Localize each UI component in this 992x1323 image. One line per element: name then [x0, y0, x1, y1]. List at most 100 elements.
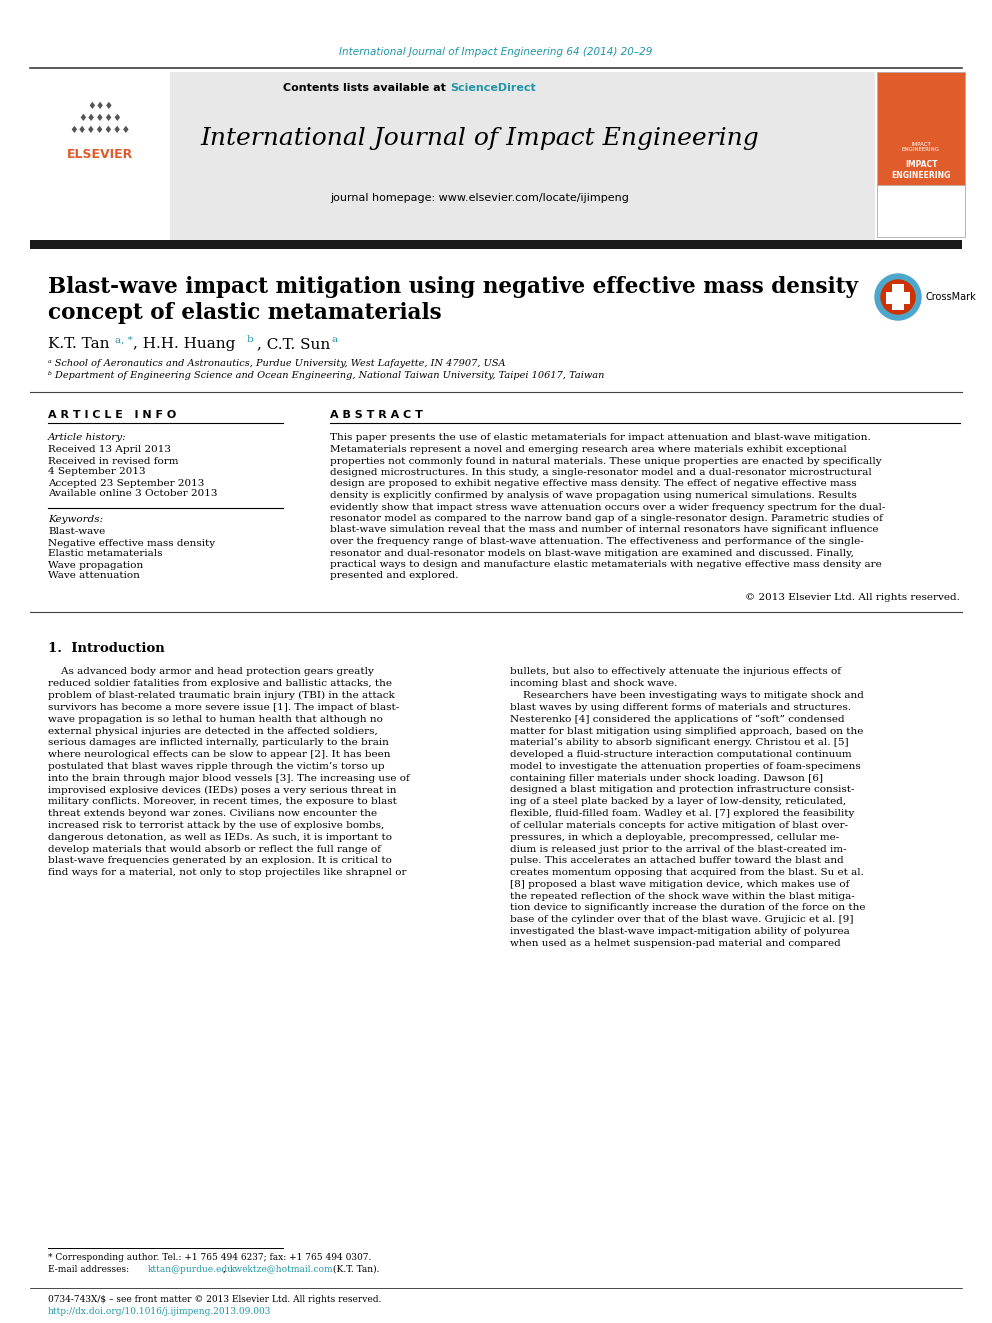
- Text: density is explicitly confirmed by analysis of wave propagation using numerical : density is explicitly confirmed by analy…: [330, 491, 857, 500]
- Text: This paper presents the use of elastic metamaterials for impact attenuation and : This paper presents the use of elastic m…: [330, 434, 871, 442]
- Text: wave propagation is so lethal to human health that although no: wave propagation is so lethal to human h…: [48, 714, 383, 724]
- Text: survivors has become a more severe issue [1]. The impact of blast-: survivors has become a more severe issue…: [48, 703, 399, 712]
- Bar: [30, 239, 962, 249]
- Text: K.T. Tan: K.T. Tan: [48, 337, 109, 351]
- Text: ELSEVIER: ELSEVIER: [66, 148, 133, 161]
- Text: journal homepage: www.elsevier.com/locate/ijimpeng: journal homepage: www.elsevier.com/locat…: [330, 193, 630, 202]
- Text: , C.T. Sun: , C.T. Sun: [257, 337, 330, 351]
- Text: designed a blast mitigation and protection infrastructure consist-: designed a blast mitigation and protecti…: [510, 786, 854, 795]
- Text: ,: ,: [223, 1265, 229, 1274]
- Bar: [35, 71, 170, 239]
- Text: Article history:: Article history:: [48, 434, 127, 442]
- Text: As advanced body armor and head protection gears greatly: As advanced body armor and head protecti…: [48, 668, 374, 676]
- Text: 4 September 2013: 4 September 2013: [48, 467, 146, 476]
- Text: find ways for a material, not only to stop projectiles like shrapnel or: find ways for a material, not only to st…: [48, 868, 407, 877]
- Text: a, *: a, *: [115, 336, 133, 344]
- Bar: [877, 185, 965, 237]
- Text: Available online 3 October 2013: Available online 3 October 2013: [48, 490, 217, 499]
- Text: IMPACT
ENGINEERING: IMPACT ENGINEERING: [892, 160, 950, 180]
- Text: containing filler materials under shock loading. Dawson [6]: containing filler materials under shock …: [510, 774, 823, 783]
- Text: investigated the blast-wave impact-mitigation ability of polyurea: investigated the blast-wave impact-mitig…: [510, 927, 850, 937]
- Text: concept of elastic metamaterials: concept of elastic metamaterials: [48, 302, 441, 324]
- Bar: [886, 292, 910, 304]
- Text: develop materials that would absorb or reflect the full range of: develop materials that would absorb or r…: [48, 844, 381, 853]
- Text: E-mail addresses:: E-mail addresses:: [48, 1265, 132, 1274]
- Text: problem of blast-related traumatic brain injury (TBI) in the attack: problem of blast-related traumatic brain…: [48, 691, 395, 700]
- Text: the repeated reflection of the shock wave within the blast mitiga-: the repeated reflection of the shock wav…: [510, 892, 855, 901]
- Text: blast waves by using different forms of materials and structures.: blast waves by using different forms of …: [510, 703, 851, 712]
- Text: design are proposed to exhibit negative effective mass density. The effect of ne: design are proposed to exhibit negative …: [330, 479, 857, 488]
- Text: , H.H. Huang: , H.H. Huang: [133, 337, 235, 351]
- Text: increased risk to terrorist attack by the use of explosive bombs,: increased risk to terrorist attack by th…: [48, 820, 384, 830]
- Text: IMPACT
ENGINEERING: IMPACT ENGINEERING: [902, 142, 940, 152]
- Text: incoming blast and shock wave.: incoming blast and shock wave.: [510, 679, 678, 688]
- Text: developed a fluid-structure interaction computational continuum: developed a fluid-structure interaction …: [510, 750, 851, 759]
- Text: ScienceDirect: ScienceDirect: [450, 83, 536, 93]
- Text: CrossMark: CrossMark: [925, 292, 976, 302]
- Text: Blast-wave: Blast-wave: [48, 528, 105, 537]
- Text: presented and explored.: presented and explored.: [330, 572, 458, 581]
- Text: postulated that blast waves ripple through the victim’s torso up: postulated that blast waves ripple throu…: [48, 762, 385, 771]
- Text: into the brain through major blood vessels [3]. The increasing use of: into the brain through major blood vesse…: [48, 774, 410, 783]
- Text: Accepted 23 September 2013: Accepted 23 September 2013: [48, 479, 204, 487]
- Bar: [892, 284, 904, 310]
- Text: serious damages are inflicted internally, particularly to the brain: serious damages are inflicted internally…: [48, 738, 389, 747]
- Text: model to investigate the attenuation properties of foam-specimens: model to investigate the attenuation pro…: [510, 762, 861, 771]
- Text: Keywords:: Keywords:: [48, 516, 103, 524]
- Text: when used as a helmet suspension-pad material and compared: when used as a helmet suspension-pad mat…: [510, 939, 841, 947]
- Text: Negative effective mass density: Negative effective mass density: [48, 538, 215, 548]
- Text: blast-wave frequencies generated by an explosion. It is critical to: blast-wave frequencies generated by an e…: [48, 856, 392, 865]
- Text: properties not commonly found in natural materials. These unique properties are : properties not commonly found in natural…: [330, 456, 882, 466]
- Text: pressures, in which a deployable, precompressed, cellular me-: pressures, in which a deployable, precom…: [510, 832, 839, 841]
- Circle shape: [881, 280, 915, 314]
- Text: pulse. This accelerates an attached buffer toward the blast and: pulse. This accelerates an attached buff…: [510, 856, 844, 865]
- Text: [8] proposed a blast wave mitigation device, which makes use of: [8] proposed a blast wave mitigation dev…: [510, 880, 849, 889]
- Text: dium is released just prior to the arrival of the blast-created im-: dium is released just prior to the arriv…: [510, 844, 846, 853]
- Text: a: a: [332, 336, 338, 344]
- Text: Received 13 April 2013: Received 13 April 2013: [48, 446, 171, 455]
- Text: blast-wave simulation reveal that the mass and number of internal resonators hav: blast-wave simulation reveal that the ma…: [330, 525, 879, 534]
- Text: International Journal of Impact Engineering: International Journal of Impact Engineer…: [200, 127, 759, 149]
- Text: improvised explosive devices (IEDs) poses a very serious threat in: improvised explosive devices (IEDs) pose…: [48, 786, 397, 795]
- Text: Nesterenko [4] considered the applications of “soft” condensed: Nesterenko [4] considered the applicatio…: [510, 714, 844, 724]
- Text: bullets, but also to effectively attenuate the injurious effects of: bullets, but also to effectively attenua…: [510, 668, 841, 676]
- Text: © 2013 Elsevier Ltd. All rights reserved.: © 2013 Elsevier Ltd. All rights reserved…: [745, 594, 960, 602]
- Text: designed microstructures. In this study, a single-resonator model and a dual-res: designed microstructures. In this study,…: [330, 468, 872, 478]
- Bar: [35, 71, 875, 239]
- Text: 1.  Introduction: 1. Introduction: [48, 642, 165, 655]
- Text: A R T I C L E   I N F O: A R T I C L E I N F O: [48, 410, 177, 419]
- Text: resonator and dual-resonator models on blast-wave mitigation are examined and di: resonator and dual-resonator models on b…: [330, 549, 854, 557]
- Text: external physical injuries are detected in the affected soldiers,: external physical injuries are detected …: [48, 726, 378, 736]
- Bar: [877, 71, 965, 237]
- Text: military conflicts. Moreover, in recent times, the exposure to blast: military conflicts. Moreover, in recent …: [48, 798, 397, 806]
- Text: ing of a steel plate backed by a layer of low-density, reticulated,: ing of a steel plate backed by a layer o…: [510, 798, 846, 806]
- Text: dangerous detonation, as well as IEDs. As such, it is important to: dangerous detonation, as well as IEDs. A…: [48, 832, 392, 841]
- Text: * Corresponding author. Tel.: +1 765 494 6237; fax: +1 765 494 0307.: * Corresponding author. Tel.: +1 765 494…: [48, 1253, 371, 1262]
- Text: (K.T. Tan).: (K.T. Tan).: [330, 1265, 380, 1274]
- Circle shape: [875, 274, 921, 320]
- Text: creates momentum opposing that acquired from the blast. Su et al.: creates momentum opposing that acquired …: [510, 868, 864, 877]
- Text: ᵃ School of Aeronautics and Astronautics, Purdue University, West Lafayette, IN : ᵃ School of Aeronautics and Astronautics…: [48, 359, 506, 368]
- Text: Metamaterials represent a novel and emerging research area where materials exhib: Metamaterials represent a novel and emer…: [330, 445, 847, 454]
- Text: practical ways to design and manufacture elastic metamaterials with negative eff: practical ways to design and manufacture…: [330, 560, 882, 569]
- Text: Received in revised form: Received in revised form: [48, 456, 179, 466]
- Text: ♦♦♦
♦♦♦♦♦
♦♦♦♦♦♦♦: ♦♦♦ ♦♦♦♦♦ ♦♦♦♦♦♦♦: [69, 102, 131, 135]
- Text: A B S T R A C T: A B S T R A C T: [330, 410, 423, 419]
- Text: kttan@purdue.edu: kttan@purdue.edu: [148, 1265, 234, 1274]
- Text: Blast-wave impact mitigation using negative effective mass density: Blast-wave impact mitigation using negat…: [48, 277, 858, 298]
- Text: evidently show that impact stress wave attenuation occurs over a wider frequency: evidently show that impact stress wave a…: [330, 503, 886, 512]
- Text: b: b: [247, 336, 254, 344]
- Text: threat extends beyond war zones. Civilians now encounter the: threat extends beyond war zones. Civilia…: [48, 810, 377, 818]
- Text: Elastic metamaterials: Elastic metamaterials: [48, 549, 163, 558]
- Text: tion device to significantly increase the duration of the force on the: tion device to significantly increase th…: [510, 904, 865, 913]
- Text: over the frequency range of blast-wave attenuation. The effectiveness and perfor: over the frequency range of blast-wave a…: [330, 537, 864, 546]
- Text: material’s ability to absorb significant energy. Christou et al. [5]: material’s ability to absorb significant…: [510, 738, 848, 747]
- Text: where neurological effects can be slow to appear [2]. It has been: where neurological effects can be slow t…: [48, 750, 391, 759]
- Text: flexible, fluid-filled foam. Wadley et al. [7] explored the feasibility: flexible, fluid-filled foam. Wadley et a…: [510, 810, 854, 818]
- Text: resonator model as compared to the narrow band gap of a single-resonator design.: resonator model as compared to the narro…: [330, 515, 883, 523]
- Text: of cellular materials concepts for active mitigation of blast over-: of cellular materials concepts for activ…: [510, 820, 848, 830]
- Text: ᵇ Department of Engineering Science and Ocean Engineering, National Taiwan Unive: ᵇ Department of Engineering Science and …: [48, 372, 604, 381]
- Text: kwektze@hotmail.com: kwektze@hotmail.com: [230, 1265, 333, 1274]
- Text: Wave propagation: Wave propagation: [48, 561, 143, 569]
- Text: base of the cylinder over that of the blast wave. Grujicic et al. [9]: base of the cylinder over that of the bl…: [510, 916, 853, 925]
